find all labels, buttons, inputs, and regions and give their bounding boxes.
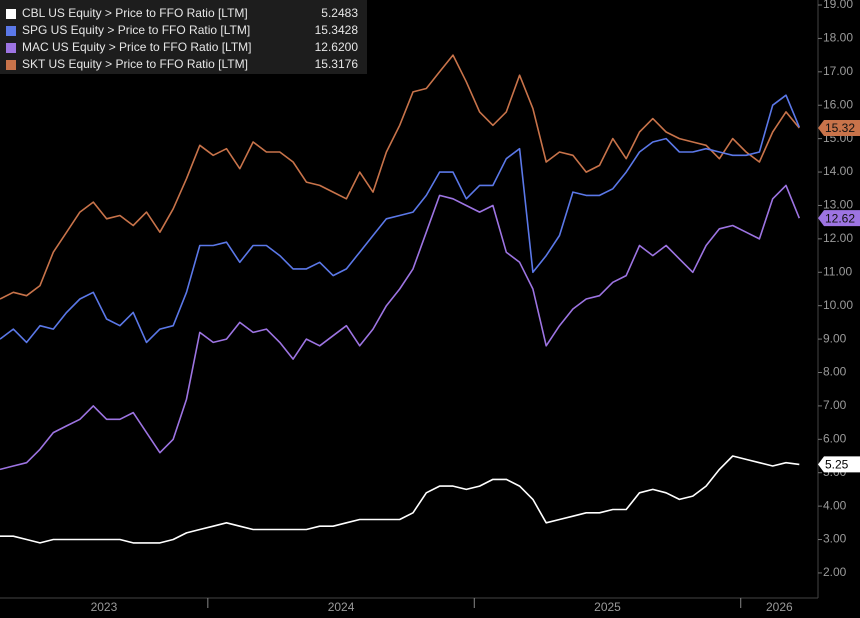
y-tick-label: 14.00 xyxy=(823,164,853,178)
legend-label: MAC US Equity > Price to FFO Ratio [LTM] xyxy=(22,40,252,54)
x-tick-label: 2025 xyxy=(594,600,621,614)
legend-swatch xyxy=(6,60,16,70)
end-label: 15.32 xyxy=(825,121,855,135)
legend-value: 5.2483 xyxy=(321,6,358,20)
y-tick-label: 17.00 xyxy=(823,64,853,78)
legend-value: 15.3428 xyxy=(315,23,359,37)
end-label-box xyxy=(818,456,860,473)
end-label-box xyxy=(818,120,860,137)
y-tick-label: 6.00 xyxy=(823,431,847,445)
y-tick-label: 19.00 xyxy=(823,0,853,11)
x-tick-label: 2023 xyxy=(91,600,118,614)
legend-background xyxy=(0,0,367,74)
legend-swatch xyxy=(6,43,16,53)
y-tick-label: 4.00 xyxy=(823,498,847,512)
x-tick-label: 2026 xyxy=(766,600,793,614)
y-tick-label: 10.00 xyxy=(823,298,853,312)
legend: CBL US Equity > Price to FFO Ratio [LTM]… xyxy=(0,0,367,74)
legend-swatch xyxy=(6,9,16,19)
end-label: 5.25 xyxy=(825,458,849,472)
legend-label: CBL US Equity > Price to FFO Ratio [LTM] xyxy=(22,6,248,20)
x-tick-label: 2024 xyxy=(328,600,355,614)
end-label-box xyxy=(818,210,860,227)
legend-label: SPG US Equity > Price to FFO Ratio [LTM] xyxy=(22,23,250,37)
end-label: 12.62 xyxy=(825,211,855,225)
y-tick-label: 12.00 xyxy=(823,231,853,245)
y-tick-label: 7.00 xyxy=(823,398,847,412)
legend-swatch xyxy=(6,26,16,36)
legend-label: SKT US Equity > Price to FFO Ratio [LTM] xyxy=(22,57,248,71)
y-tick-label: 3.00 xyxy=(823,532,847,546)
series-line xyxy=(0,94,801,344)
y-tick-label: 9.00 xyxy=(823,331,847,345)
y-tick-label: 13.00 xyxy=(823,198,853,212)
series-line xyxy=(0,184,801,471)
series-line xyxy=(0,455,800,544)
y-tick-label: 18.00 xyxy=(823,31,853,45)
legend-value: 12.6200 xyxy=(315,40,359,54)
y-tick-label: 16.00 xyxy=(823,97,853,111)
y-tick-label: 11.00 xyxy=(823,264,852,278)
y-tick-label: 8.00 xyxy=(823,365,847,379)
y-tick-label: 2.00 xyxy=(823,565,847,579)
series-line xyxy=(0,54,800,300)
legend-value: 15.3176 xyxy=(315,57,359,71)
